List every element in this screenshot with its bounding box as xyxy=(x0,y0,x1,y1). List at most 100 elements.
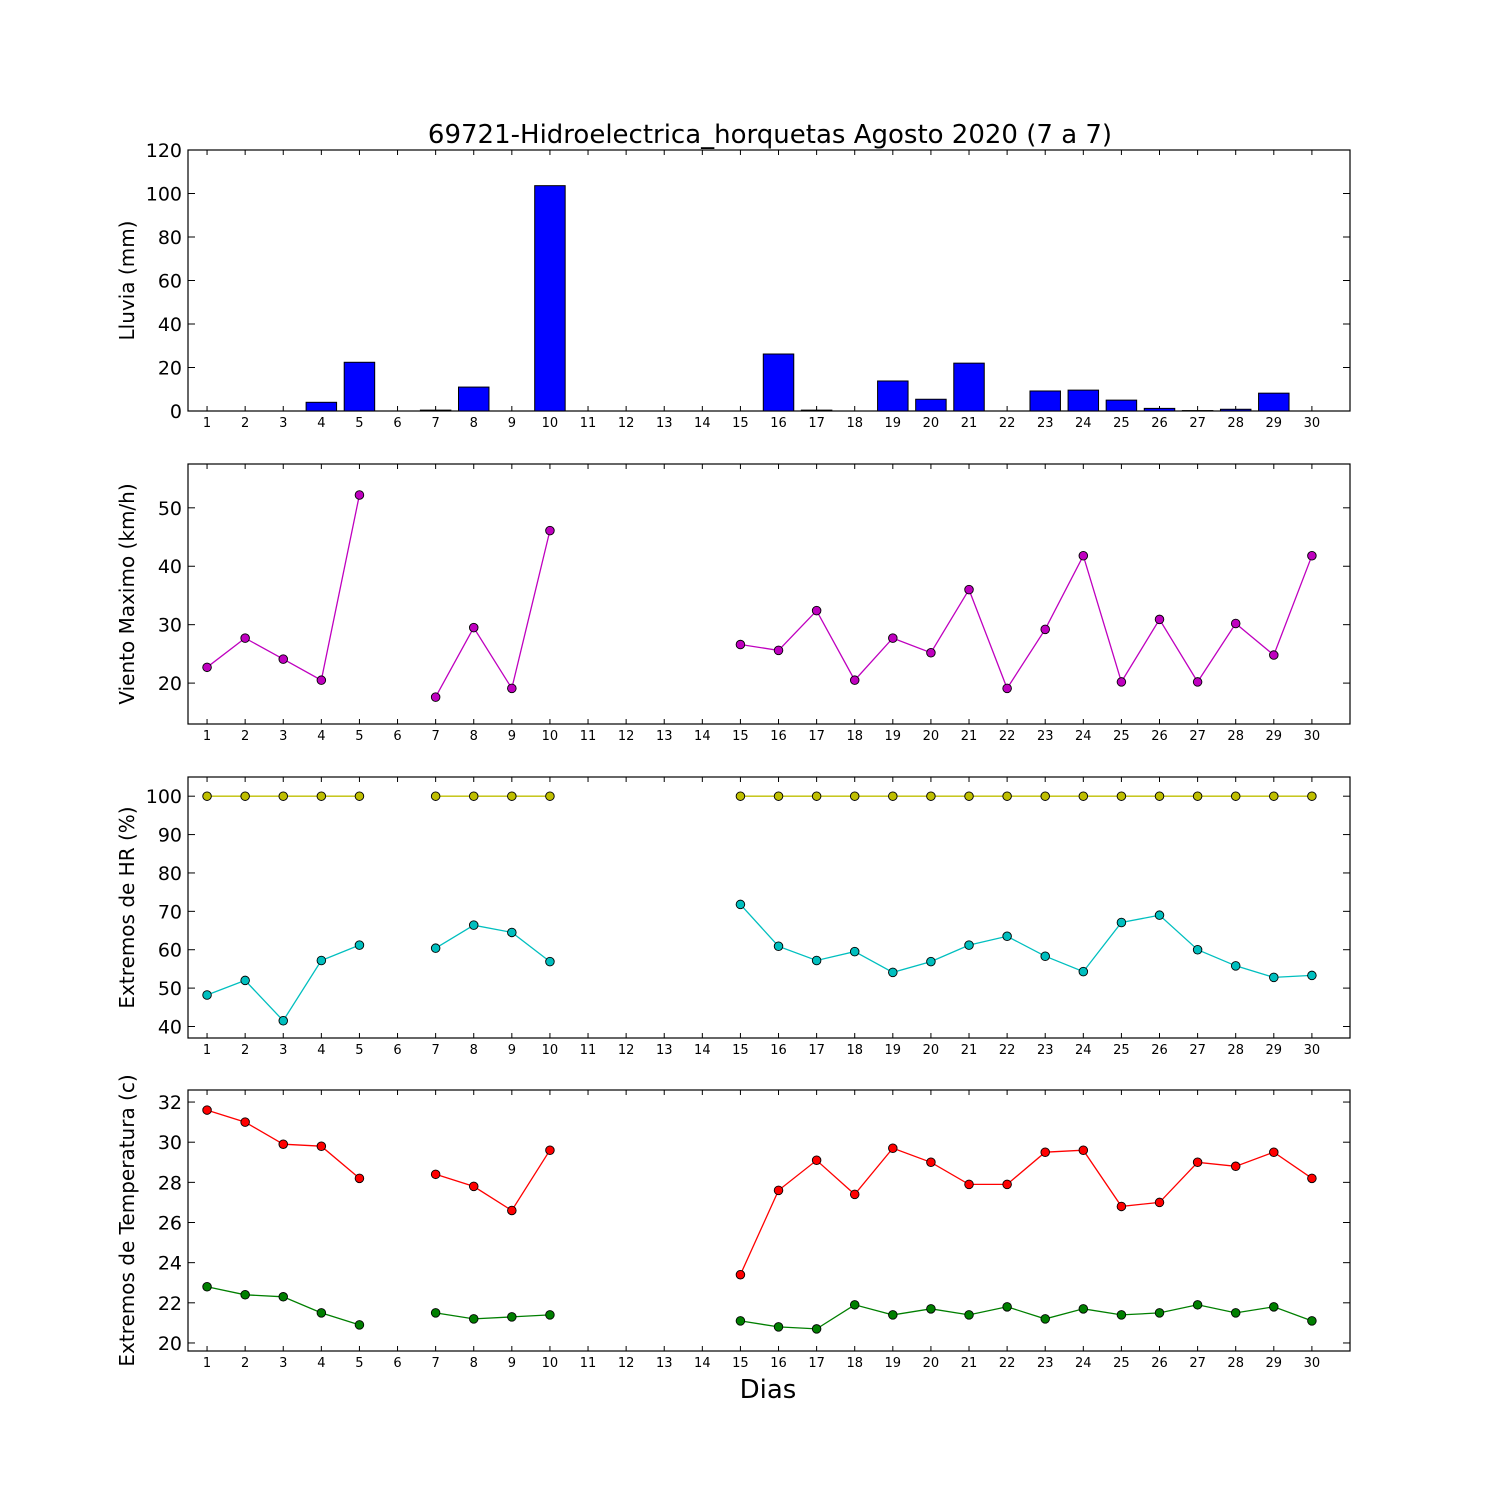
panel-3-series-2-point xyxy=(317,956,326,965)
panel-4-ytick-label: 22 xyxy=(158,1293,182,1315)
panel-1-xtick-label: 24 xyxy=(1075,416,1092,431)
panel-4-xtick-label: 25 xyxy=(1113,1356,1130,1371)
panel-4-xtick-label: 26 xyxy=(1151,1356,1168,1371)
panel-4-ytick-label: 30 xyxy=(158,1132,182,1154)
panel-2-xtick-label: 9 xyxy=(508,729,516,744)
panel-1-xtick-label: 12 xyxy=(618,416,635,431)
panel-4-xtick-label: 30 xyxy=(1304,1356,1321,1371)
panel-2-xtick-label: 23 xyxy=(1037,729,1054,744)
panel-4-series-2-point xyxy=(1117,1311,1126,1320)
panel-2-series-1-point xyxy=(1193,678,1202,687)
panel-4-xtick-label: 20 xyxy=(923,1356,940,1371)
panel-3-series-2-point xyxy=(889,968,898,977)
panel-4-series-1-point xyxy=(508,1206,517,1215)
panel-1-ytick-label: 100 xyxy=(146,184,182,206)
rain-bar xyxy=(344,362,374,411)
rain-bar xyxy=(1068,390,1098,411)
panel-3-series-2-point xyxy=(1308,971,1317,980)
panel-3-xtick-label: 7 xyxy=(431,1043,439,1058)
panel-4-xtick-label: 1 xyxy=(203,1356,211,1371)
panel-1-xtick-label: 20 xyxy=(923,416,940,431)
panel-3-series-1-point xyxy=(1117,792,1126,801)
panel-3-xtick-label: 28 xyxy=(1227,1043,1244,1058)
panel-2-series-1-point xyxy=(812,606,821,615)
panel-2-xtick-label: 2 xyxy=(241,729,249,744)
panel-3-series-1-point xyxy=(1308,792,1317,801)
panel-3-xtick-label: 23 xyxy=(1037,1043,1054,1058)
panel-4-xtick-label: 11 xyxy=(580,1356,597,1371)
panel-4-series-1-point xyxy=(203,1106,212,1115)
panel-1-xtick-label: 28 xyxy=(1227,416,1244,431)
panel-2-xtick-label: 8 xyxy=(470,729,478,744)
panel-2-xtick-label: 7 xyxy=(431,729,439,744)
panel-1-xtick-label: 10 xyxy=(542,416,559,431)
panel-2-xtick-label: 28 xyxy=(1227,729,1244,744)
panel-3-xtick-label: 17 xyxy=(808,1043,825,1058)
panel-3-series-1-point xyxy=(1041,792,1050,801)
panel-1-ytick-label: 0 xyxy=(170,401,182,423)
panel-4-series-2-point xyxy=(469,1315,478,1324)
panel-4-series-2-point xyxy=(812,1325,821,1334)
panel-2-series-1-line xyxy=(436,531,550,698)
panel-4-xtick-label: 22 xyxy=(999,1356,1016,1371)
panel-2-series-1-point xyxy=(1117,678,1126,687)
panel-1-xtick-label: 2 xyxy=(241,416,249,431)
panel-1-xtick-label: 13 xyxy=(656,416,673,431)
panel-1-ytick-label: 60 xyxy=(158,271,182,293)
panel-3-series-2-point xyxy=(850,947,859,956)
panel-3-xtick-label: 3 xyxy=(279,1043,287,1058)
panel-3-ytick-label: 70 xyxy=(158,901,182,923)
panel-2-series-1-point xyxy=(1270,651,1279,660)
panel-4-series-2-point xyxy=(850,1301,859,1310)
panel-4-series-2-point xyxy=(1003,1303,1012,1312)
panel-2-ytick-label: 40 xyxy=(158,556,182,578)
panel-3-series-2-point xyxy=(546,957,555,966)
panel-3-xtick-label: 30 xyxy=(1304,1043,1321,1058)
panel-2-series-1-point xyxy=(1079,551,1088,560)
rain-bar xyxy=(306,402,336,411)
panel-3-series-1-point xyxy=(1270,792,1279,801)
rain-bar xyxy=(763,354,793,411)
panel-2-series-1-point xyxy=(1041,625,1050,634)
panel-4-series-1-point xyxy=(1308,1174,1317,1183)
panel-3-series-1-point xyxy=(508,792,517,801)
panel-2-series-1-line xyxy=(207,495,359,680)
panel-4-series-1-point xyxy=(1041,1148,1050,1157)
panel-1-xtick-label: 23 xyxy=(1037,416,1054,431)
panel-3-xtick-label: 2 xyxy=(241,1043,249,1058)
panel-3-series-2-point xyxy=(508,928,517,937)
panel-3-xtick-label: 13 xyxy=(656,1043,673,1058)
panel-4-series-2-point xyxy=(279,1292,288,1301)
panel-2-series-1-point xyxy=(850,676,859,685)
panel-2-xtick-label: 3 xyxy=(279,729,287,744)
panel-1-xtick-label: 15 xyxy=(732,416,749,431)
panel-4-series-2-point xyxy=(203,1282,212,1291)
panel-4-series-2-point xyxy=(965,1311,974,1320)
panel-3-xtick-label: 21 xyxy=(961,1043,978,1058)
panel-4-series-1-point xyxy=(317,1142,326,1151)
panel-3-series-2-point xyxy=(241,976,250,985)
panel-4-series-2-line xyxy=(436,1313,550,1319)
panel-3-series-1-point xyxy=(1231,792,1240,801)
panel-4-xtick-label: 21 xyxy=(961,1356,978,1371)
panel-4-ytick-label: 24 xyxy=(158,1253,182,1275)
panel-1-ytick-label: 20 xyxy=(158,358,182,380)
panel-2-ytick-label: 30 xyxy=(158,615,182,637)
rain-bar xyxy=(1106,400,1136,411)
panel-3-xtick-label: 24 xyxy=(1075,1043,1092,1058)
panel-4-ylabel: Extremos de Temperatura (c) xyxy=(115,1074,139,1366)
rain-bar xyxy=(1030,391,1060,411)
panel-3-xtick-label: 25 xyxy=(1113,1043,1130,1058)
panel-4-series-2-point xyxy=(1041,1315,1050,1324)
panel-4-series-1-point xyxy=(279,1140,288,1149)
panel-3-xtick-label: 5 xyxy=(355,1043,363,1058)
panel-3-series-1-point xyxy=(1079,792,1088,801)
panel-3-series-2-point xyxy=(1003,932,1012,941)
panel-2-xtick-label: 4 xyxy=(317,729,325,744)
panel-3-xtick-label: 10 xyxy=(542,1043,559,1058)
panel-2-xtick-label: 14 xyxy=(694,729,711,744)
panel-2-frame xyxy=(188,464,1350,724)
panel-4-series-2-point xyxy=(1231,1309,1240,1318)
